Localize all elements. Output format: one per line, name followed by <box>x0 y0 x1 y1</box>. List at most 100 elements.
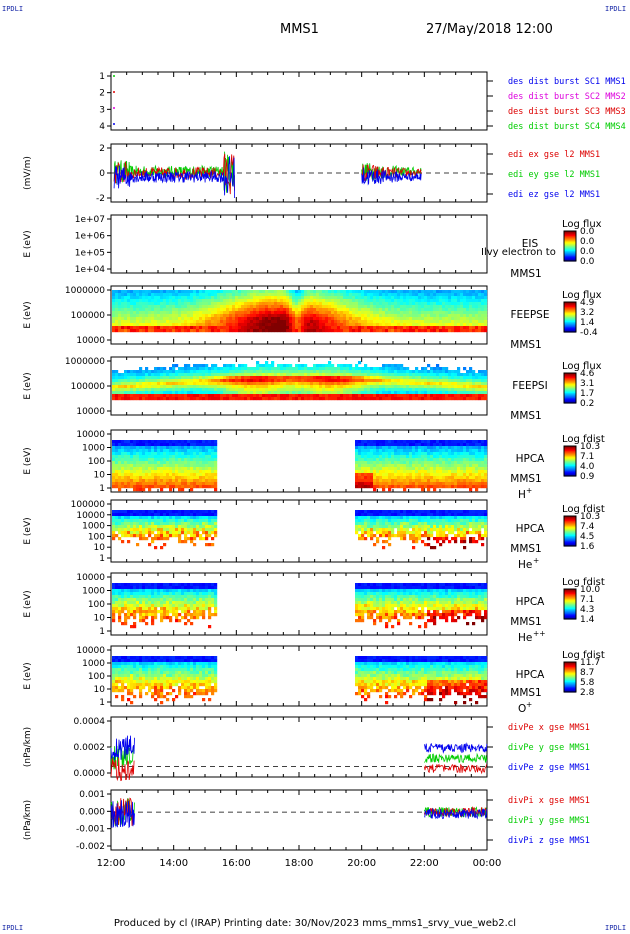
heat-cell <box>481 379 485 383</box>
heat-cell <box>121 379 125 383</box>
heat-cell <box>358 376 362 380</box>
heat-cell <box>352 326 356 330</box>
heat-cell <box>166 293 170 297</box>
heat-cell <box>178 449 182 453</box>
heat-cell <box>406 482 410 486</box>
heat-cell <box>379 461 383 465</box>
heat-cell <box>394 379 398 383</box>
heat-cell <box>226 299 230 303</box>
heat-cell <box>445 394 449 398</box>
heat-cell <box>460 293 464 297</box>
heat-cell <box>202 470 206 474</box>
heat-cell <box>388 329 392 333</box>
heat-cell <box>337 385 341 389</box>
heat-cell <box>364 317 368 321</box>
heat-cell <box>418 329 422 333</box>
heat-cell <box>244 388 248 392</box>
heat-cell <box>190 397 194 401</box>
heat-cell <box>136 449 140 453</box>
heat-cell <box>214 385 218 389</box>
heat-cell <box>313 296 317 300</box>
heat-cell <box>337 394 341 398</box>
heat-cell <box>154 385 158 389</box>
heat-cell <box>439 449 443 453</box>
heat-cell <box>190 314 194 318</box>
heat-cell <box>370 388 374 392</box>
heat-cell <box>223 373 227 377</box>
heat-cell <box>481 296 485 300</box>
heat-cell <box>298 373 302 377</box>
heat-cell <box>130 320 134 324</box>
heat-cell <box>298 320 302 324</box>
heat-cell <box>139 317 143 321</box>
heat-cell <box>205 470 209 474</box>
heat-cell <box>433 449 437 453</box>
heat-cell <box>424 317 428 321</box>
heat-cell <box>115 440 119 444</box>
heat-cell <box>130 302 134 306</box>
heat-cell <box>154 376 158 380</box>
heat-cell <box>214 449 218 453</box>
heat-cell <box>229 293 233 297</box>
heat-cell <box>211 385 215 389</box>
heat-cell <box>397 467 401 471</box>
heat-cell <box>193 461 197 465</box>
heat-cell <box>412 482 416 486</box>
heat-cell <box>433 479 437 483</box>
heat-cell <box>466 379 470 383</box>
heat-cell <box>208 367 212 371</box>
heat-cell <box>472 473 476 477</box>
heat-cell <box>286 314 290 318</box>
heat-cell <box>370 479 374 483</box>
heat-cell <box>340 364 344 368</box>
heat-cell <box>409 485 413 489</box>
heat-cell <box>448 391 452 395</box>
heat-cell <box>403 314 407 318</box>
heat-cell <box>430 302 434 306</box>
heat-cell <box>196 314 200 318</box>
heat-cell <box>370 485 374 489</box>
heat-cell <box>244 379 248 383</box>
heat-cell <box>403 452 407 456</box>
heat-cell <box>193 379 197 383</box>
heat-cell <box>259 326 263 330</box>
heat-cell <box>436 394 440 398</box>
heat-cell <box>433 296 437 300</box>
heat-cell <box>256 376 260 380</box>
heat-cell <box>298 323 302 327</box>
heat-cell <box>130 370 134 374</box>
heat-cell <box>481 323 485 327</box>
heat-cell <box>478 440 482 444</box>
heat-cell <box>475 314 479 318</box>
heat-cell <box>430 467 434 471</box>
heat-cell <box>418 485 422 489</box>
heat-cell <box>382 376 386 380</box>
heat-cell <box>289 397 293 401</box>
heat-cell <box>283 311 287 315</box>
heat-cell <box>163 385 167 389</box>
heat-cell <box>337 302 341 306</box>
heat-cell <box>475 308 479 312</box>
heat-cell <box>316 311 320 315</box>
heat-cell <box>340 323 344 327</box>
heat-cell <box>457 485 461 489</box>
heat-cell <box>328 311 332 315</box>
heat-cell <box>367 443 371 447</box>
heat-cell <box>199 455 203 459</box>
heat-cell <box>220 370 224 374</box>
heat-cell <box>349 382 353 386</box>
heat-cell <box>163 391 167 395</box>
heat-cell <box>382 305 386 309</box>
heat-cell <box>469 367 473 371</box>
heat-cell <box>418 293 422 297</box>
heat-cell <box>130 473 134 477</box>
heat-cell <box>433 370 437 374</box>
heat-cell <box>121 391 125 395</box>
heat-cell <box>196 290 200 294</box>
heat-cell <box>145 329 149 333</box>
heat-cell <box>334 379 338 383</box>
heat-cell <box>358 470 362 474</box>
heat-cell <box>442 320 446 324</box>
heat-cell <box>406 440 410 444</box>
heat-cell <box>235 320 239 324</box>
